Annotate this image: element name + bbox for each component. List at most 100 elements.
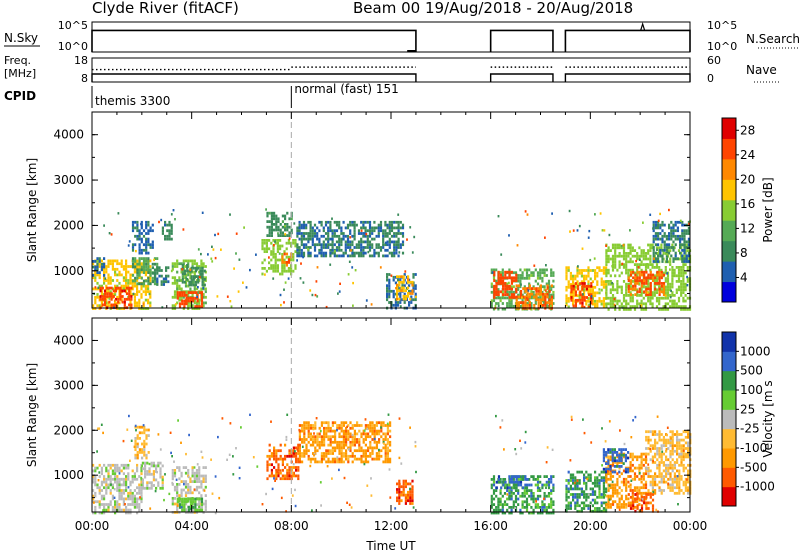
data-cell bbox=[336, 443, 339, 447]
data-cell bbox=[134, 442, 137, 446]
data-cell bbox=[577, 298, 580, 302]
data-cell bbox=[576, 487, 579, 491]
data-cell bbox=[661, 240, 664, 244]
data-cell bbox=[150, 484, 153, 487]
data-cell bbox=[508, 284, 511, 288]
data-cell bbox=[399, 292, 402, 296]
data-cell bbox=[335, 246, 339, 249]
data-cell bbox=[517, 475, 520, 478]
data-cell bbox=[100, 480, 103, 484]
data-cell bbox=[277, 220, 280, 223]
scatter-echo bbox=[348, 260, 351, 263]
data-cell bbox=[583, 284, 586, 288]
data-cell bbox=[392, 295, 395, 299]
data-cell bbox=[298, 246, 301, 249]
data-cell bbox=[596, 479, 599, 482]
data-cell bbox=[285, 247, 288, 251]
data-cell bbox=[651, 273, 655, 277]
data-cell bbox=[675, 302, 678, 306]
data-cell bbox=[611, 302, 615, 306]
data-cell bbox=[129, 503, 132, 506]
data-cell bbox=[609, 505, 612, 509]
data-cell bbox=[620, 503, 623, 506]
data-cell bbox=[265, 239, 268, 242]
data-cell bbox=[360, 240, 363, 244]
data-cell bbox=[490, 486, 493, 490]
data-cell bbox=[530, 506, 533, 509]
data-cell bbox=[631, 254, 634, 258]
scatter-echo bbox=[399, 305, 402, 308]
data-cell bbox=[360, 246, 363, 249]
data-cell bbox=[687, 240, 690, 244]
data-cell bbox=[660, 282, 663, 285]
data-cell bbox=[265, 241, 268, 245]
data-cell bbox=[629, 282, 633, 285]
data-cell bbox=[550, 271, 553, 275]
data-cell bbox=[302, 234, 306, 238]
data-cell bbox=[629, 246, 632, 250]
data-cell bbox=[409, 499, 412, 503]
data-cell bbox=[577, 287, 580, 291]
data-cell bbox=[92, 497, 95, 501]
data-cell bbox=[371, 446, 374, 450]
data-cell bbox=[325, 421, 328, 425]
data-cell bbox=[340, 440, 343, 444]
data-cell bbox=[681, 229, 684, 233]
data-cell bbox=[324, 246, 328, 249]
data-cell bbox=[171, 469, 174, 472]
scatter-echo bbox=[128, 240, 131, 243]
data-cell bbox=[105, 508, 108, 512]
data-cell bbox=[195, 265, 199, 268]
data-cell bbox=[202, 304, 205, 308]
data-cell bbox=[680, 257, 683, 261]
data-cell bbox=[129, 273, 132, 277]
data-cell bbox=[580, 501, 583, 505]
data-cell bbox=[687, 226, 690, 230]
data-cell bbox=[131, 260, 135, 263]
data-cell bbox=[649, 270, 652, 274]
data-cell bbox=[323, 452, 326, 455]
data-cell bbox=[334, 429, 337, 433]
data-cell bbox=[640, 252, 643, 255]
data-cell bbox=[669, 263, 672, 266]
data-cell bbox=[338, 237, 341, 241]
data-cell bbox=[100, 497, 103, 501]
data-cell bbox=[657, 260, 660, 263]
data-cell bbox=[400, 289, 403, 293]
data-cell bbox=[122, 497, 125, 501]
data-cell bbox=[136, 276, 139, 280]
data-cell bbox=[144, 464, 147, 468]
data-cell bbox=[368, 226, 372, 230]
data-cell bbox=[275, 220, 278, 223]
data-cell bbox=[122, 500, 125, 504]
data-cell bbox=[634, 279, 637, 282]
data-cell bbox=[338, 452, 341, 455]
data-cell bbox=[189, 485, 192, 489]
data-cell bbox=[360, 457, 363, 461]
data-cell bbox=[550, 304, 553, 307]
data-cell bbox=[143, 431, 146, 435]
data-cell bbox=[640, 249, 643, 252]
data-cell bbox=[528, 284, 531, 288]
data-cell bbox=[114, 463, 117, 467]
scatter-echo bbox=[274, 240, 276, 243]
data-cell bbox=[384, 220, 387, 224]
data-cell bbox=[580, 493, 583, 496]
data-cell bbox=[409, 297, 412, 301]
data-cell bbox=[515, 475, 518, 478]
data-cell bbox=[657, 237, 660, 241]
data-cell bbox=[168, 234, 171, 238]
data-cell bbox=[605, 472, 608, 476]
data-cell bbox=[618, 475, 621, 478]
data-cell bbox=[184, 502, 188, 506]
data-cell bbox=[629, 257, 632, 261]
data-cell bbox=[515, 295, 518, 299]
data-cell bbox=[569, 501, 572, 505]
data-cell bbox=[134, 453, 137, 457]
data-cell bbox=[408, 301, 411, 304]
data-cell bbox=[118, 489, 121, 492]
data-cell bbox=[353, 432, 356, 436]
data-cell bbox=[322, 254, 325, 258]
data-cell bbox=[142, 284, 145, 288]
data-cell bbox=[98, 500, 101, 504]
